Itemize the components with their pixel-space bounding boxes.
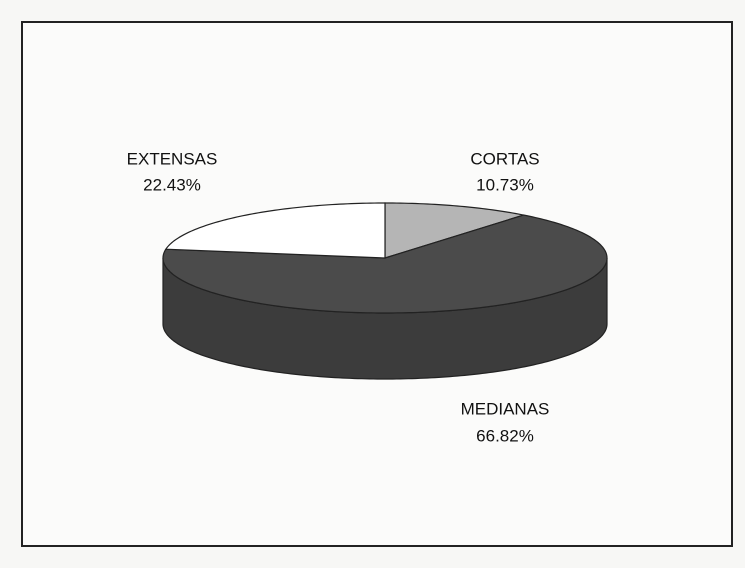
slice xyxy=(384,202,524,259)
slice-value-label: 66.82% xyxy=(476,426,534,445)
slice xyxy=(162,214,608,314)
slice-label: MEDIANAS xyxy=(461,399,550,418)
slice-label: EXTENSAS xyxy=(127,149,218,168)
slice xyxy=(164,202,386,259)
slice-value-label: 22.43% xyxy=(143,175,201,194)
slice-label: CORTAS xyxy=(470,149,539,168)
slice-value-label: 10.73% xyxy=(476,175,534,194)
pie xyxy=(162,202,608,380)
